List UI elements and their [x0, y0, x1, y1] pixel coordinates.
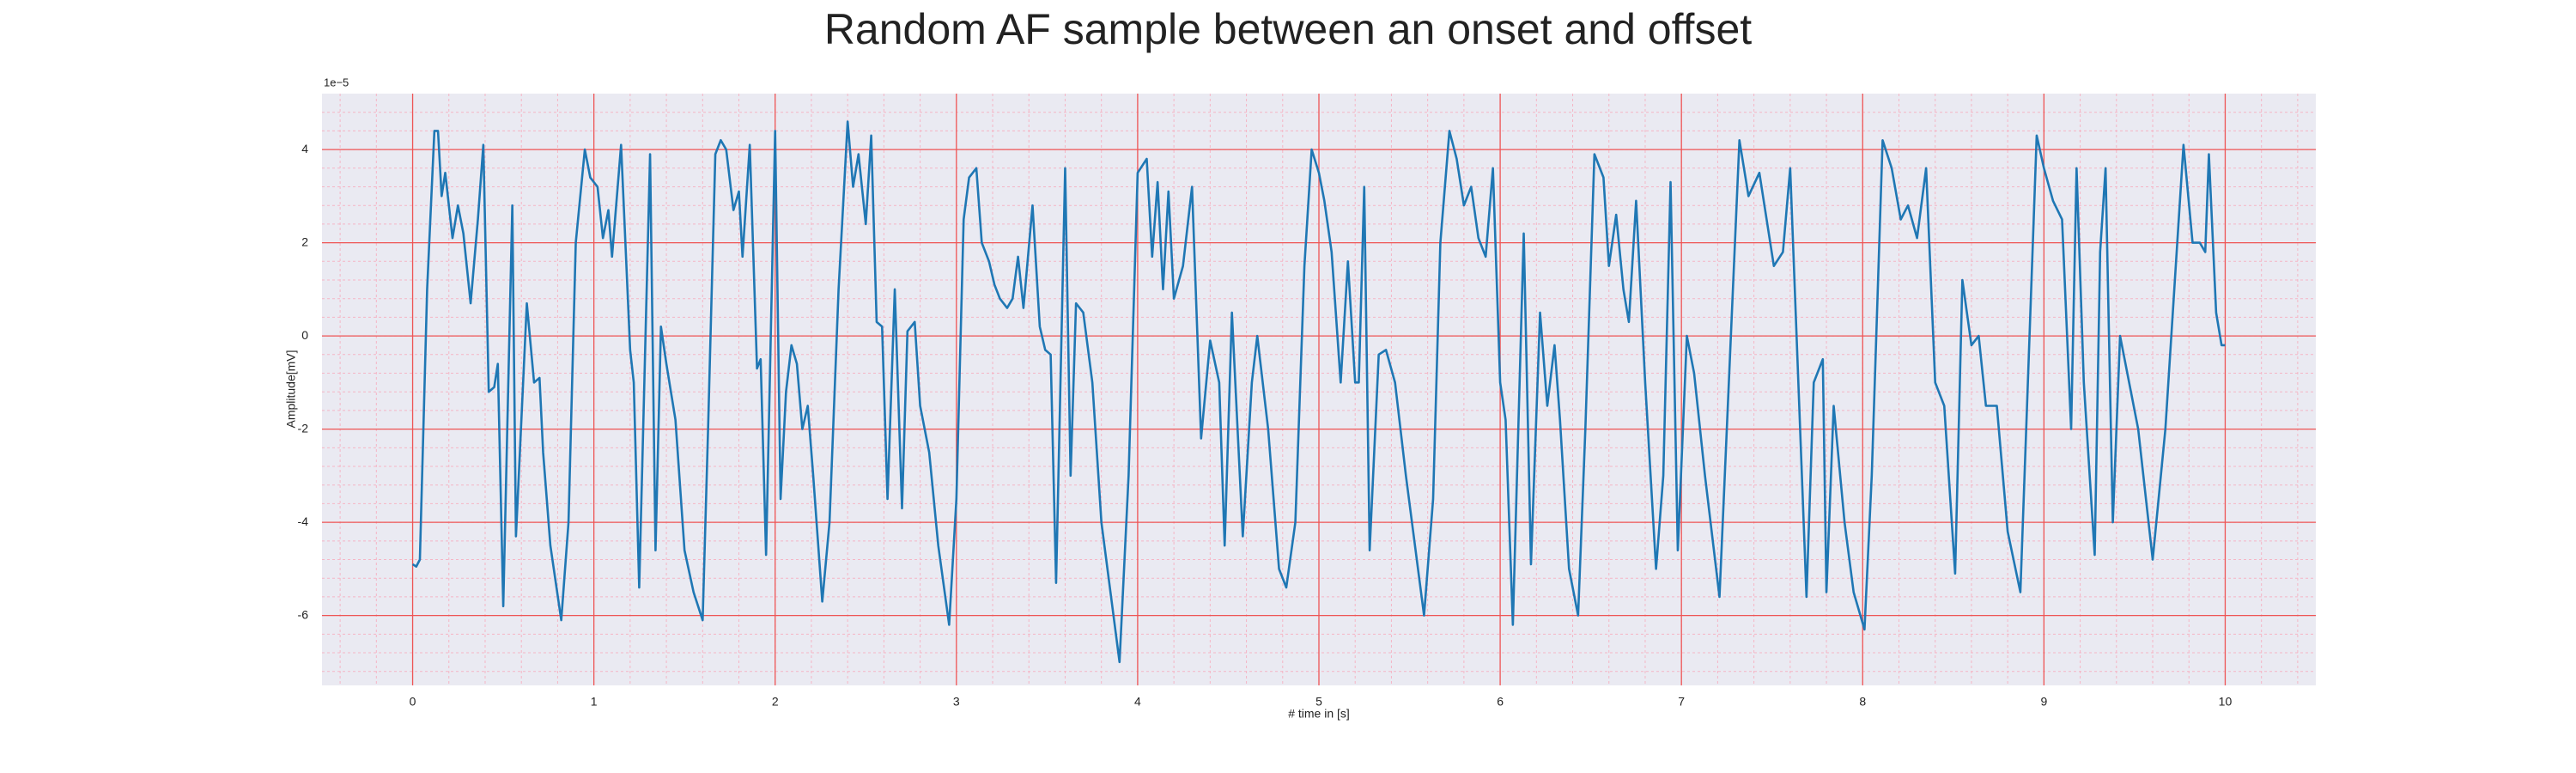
x-tick-label: 3 [953, 695, 960, 709]
y-tick-label: 2 [301, 234, 308, 248]
y-tick-label: -2 [298, 421, 309, 435]
x-tick-label: 9 [2040, 695, 2047, 709]
y-tick-label: -4 [298, 514, 309, 528]
x-tick-label: 7 [1678, 695, 1685, 709]
x-tick-label: 5 [1315, 695, 1322, 709]
x-tick-label: 4 [1134, 695, 1141, 709]
x-tick-label: 10 [2219, 695, 2233, 709]
y-offset-text: 1e−5 [324, 76, 349, 88]
data-line [411, 120, 2226, 664]
y-tick-label: 4 [301, 142, 308, 155]
y-tick-label: 0 [301, 328, 308, 342]
x-tick-label: 6 [1497, 695, 1504, 709]
x-tick-label: 2 [772, 695, 779, 709]
chart-title: Random AF sample between an onset and of… [824, 5, 1752, 53]
x-tick-label: 0 [410, 695, 416, 709]
y-tick-label: -6 [298, 607, 309, 621]
x-axis-label: # time in [s] [1288, 707, 1350, 721]
y-axis-label: Amplitude[mV] [284, 350, 298, 428]
x-tick-label: 1 [591, 695, 598, 709]
x-tick-label: 8 [1859, 695, 1866, 709]
